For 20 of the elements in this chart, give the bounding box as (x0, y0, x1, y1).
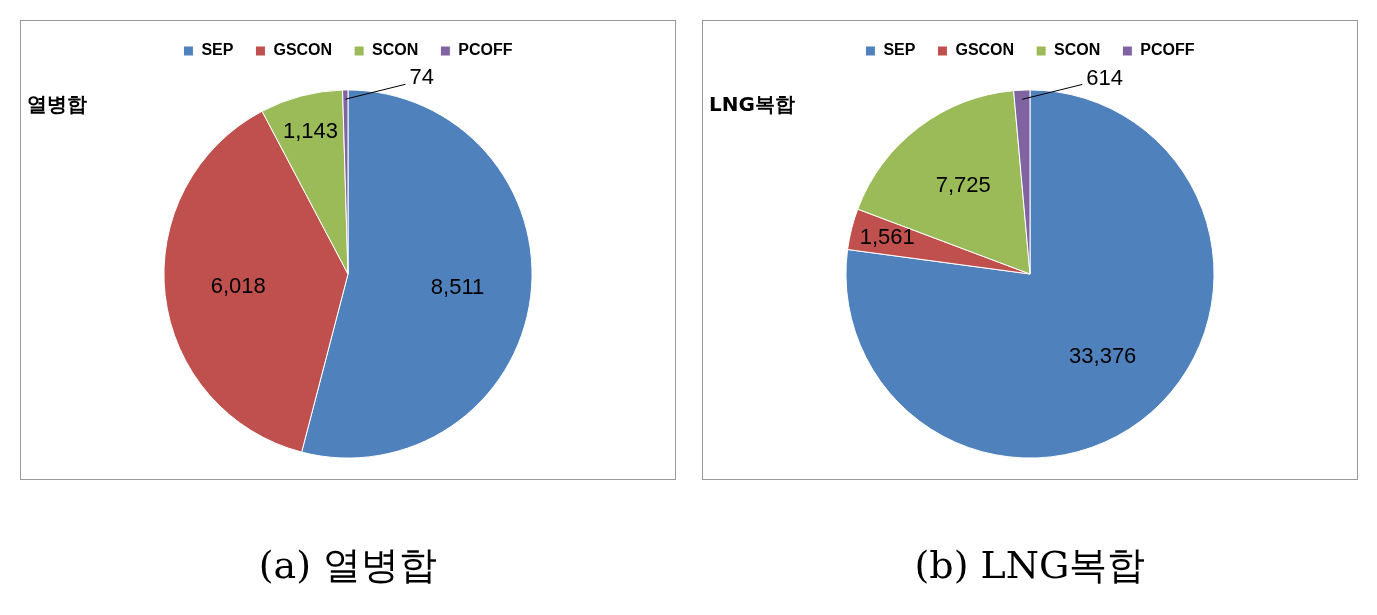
data-label: 7,725 (935, 172, 991, 198)
legend-label: GSCON (273, 41, 333, 59)
text: 열병합 (27, 91, 87, 118)
text: (b) LNG복합 (913, 542, 1147, 589)
text: LNG복합 (709, 91, 795, 118)
legend-label: SCON (372, 41, 419, 59)
data-label: 6,018 (210, 272, 266, 298)
legend-label: SEP (201, 41, 234, 59)
data-label: 614 (1086, 64, 1123, 90)
data-label: 1,143 (282, 117, 339, 143)
legend-label: SEP (883, 41, 916, 59)
data-label: 8,511 (430, 274, 485, 300)
legend-label: GSCON (955, 41, 1015, 59)
legend-label: PCOFF (1140, 41, 1195, 59)
text: (a) 열병합 (257, 542, 439, 589)
legend-label: PCOFF (458, 41, 513, 59)
data-label: 74 (409, 64, 434, 90)
data-label: 33,376 (1069, 343, 1137, 369)
data-label: 1,561 (859, 224, 915, 250)
legend-label: SCON (1054, 41, 1101, 59)
